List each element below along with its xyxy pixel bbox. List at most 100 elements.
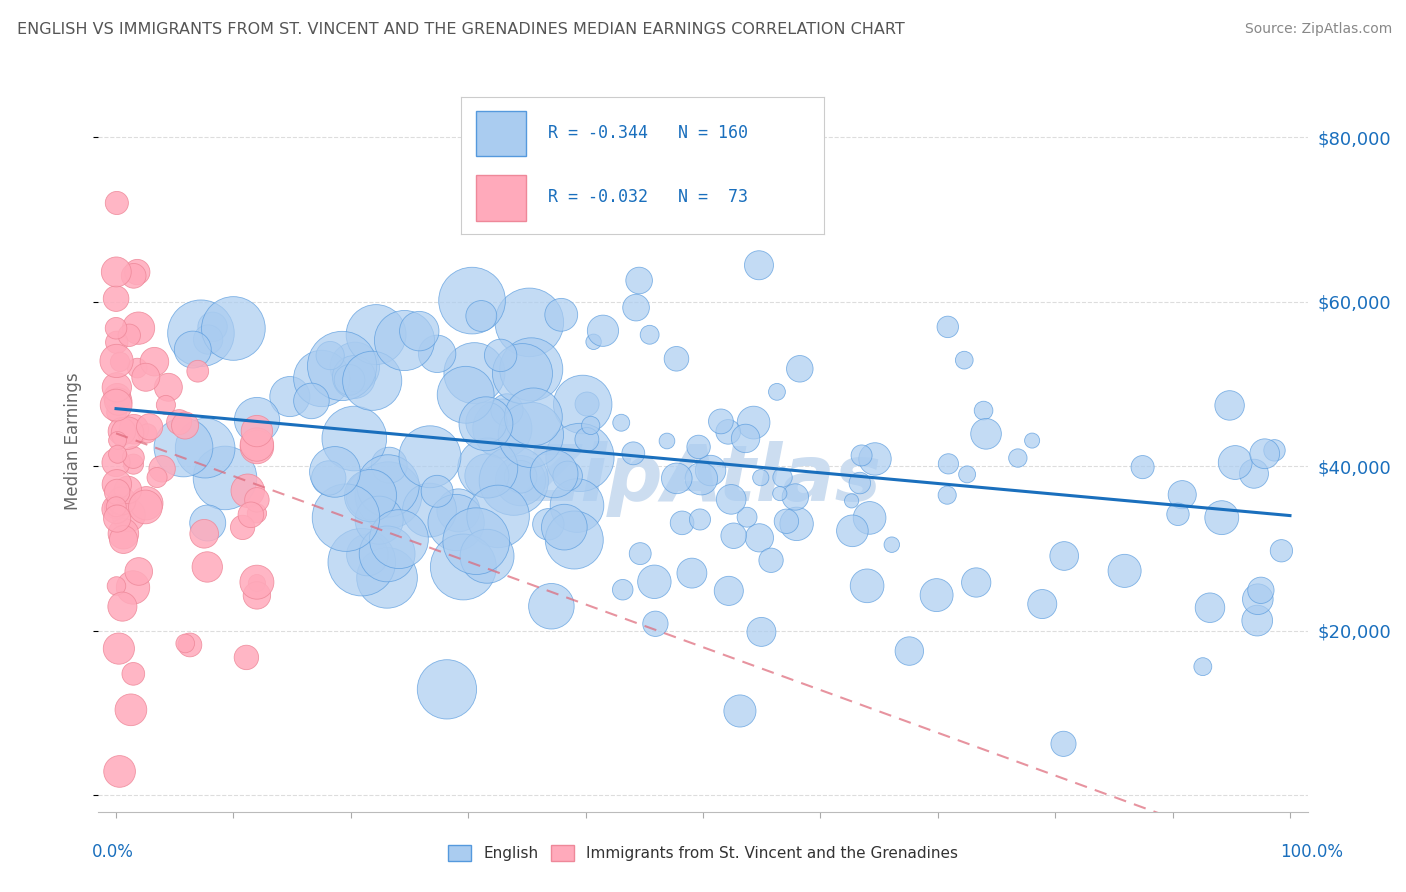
Point (509, 474, 531, 488)
Point (105, 456, 128, 470)
Point (1171, 488, 1194, 502)
Point (335, 510, 357, 524)
Point (624, 301, 647, 315)
Point (419, 450, 441, 464)
Point (965, 575, 987, 590)
Point (105, 500, 128, 514)
Point (1167, 508, 1189, 522)
Point (973, 403, 995, 417)
Point (105, 354, 128, 368)
Point (643, 574, 665, 589)
Point (222, 321, 245, 335)
Point (323, 465, 346, 479)
Legend: English, Immigrants from St. Vincent and the Grenadines: English, Immigrants from St. Vincent and… (441, 838, 965, 867)
Point (858, 511, 880, 525)
Point (235, 650, 257, 665)
Point (232, 520, 254, 534)
Point (375, 571, 398, 585)
Point (925, 588, 948, 602)
Point (330, 359, 353, 373)
Point (105, 265, 128, 279)
Point (786, 516, 808, 531)
Point (128, 321, 150, 335)
Point (135, 370, 157, 384)
Point (118, 328, 141, 343)
Point (453, 560, 475, 574)
Point (699, 463, 721, 477)
Point (454, 388, 477, 402)
Point (569, 450, 592, 465)
Point (146, 470, 169, 484)
Point (562, 533, 585, 547)
Point (105, 502, 128, 516)
Point (111, 599, 134, 614)
Point (720, 492, 742, 507)
Point (197, 516, 219, 530)
Point (1031, 597, 1053, 611)
Point (246, 492, 269, 507)
Point (734, 432, 756, 446)
Point (394, 334, 416, 348)
Point (766, 384, 789, 399)
Point (628, 547, 651, 561)
Point (1219, 399, 1241, 413)
Text: ZipAtlas: ZipAtlas (524, 441, 882, 516)
Point (851, 449, 873, 463)
Point (610, 416, 633, 430)
Point (520, 362, 543, 376)
Point (475, 469, 498, 483)
Point (246, 440, 269, 454)
Point (105, 398, 128, 412)
Point (1263, 443, 1285, 458)
Point (136, 426, 159, 441)
Point (1053, 549, 1076, 563)
Point (246, 588, 269, 602)
Point (644, 616, 666, 631)
Point (898, 644, 921, 658)
Point (408, 324, 430, 338)
Point (849, 476, 872, 491)
Point (537, 517, 560, 532)
Point (368, 513, 391, 527)
Point (688, 440, 710, 454)
Point (1270, 543, 1292, 558)
Point (1199, 600, 1222, 615)
Text: 0.0%: 0.0% (91, 843, 134, 861)
Point (785, 490, 807, 504)
Point (1052, 737, 1074, 751)
Point (361, 374, 384, 388)
Point (936, 319, 959, 334)
Point (112, 533, 135, 547)
Point (710, 414, 733, 428)
Point (246, 413, 269, 427)
Point (936, 488, 959, 502)
Point (447, 503, 470, 517)
Point (512, 367, 534, 381)
Point (108, 764, 131, 779)
Point (496, 403, 519, 417)
Point (201, 319, 224, 334)
Point (360, 488, 382, 502)
Point (444, 516, 467, 530)
Point (579, 418, 602, 433)
Point (749, 470, 772, 484)
Point (575, 433, 598, 447)
Point (550, 308, 572, 322)
Point (880, 538, 903, 552)
Point (356, 548, 378, 562)
Point (418, 503, 440, 517)
Point (122, 268, 145, 283)
Point (108, 641, 131, 656)
Point (1250, 583, 1272, 598)
Text: 100.0%: 100.0% (1279, 843, 1343, 861)
Point (540, 599, 562, 614)
Point (742, 416, 765, 430)
Point (938, 457, 960, 471)
Point (246, 575, 269, 590)
Point (378, 458, 401, 473)
Point (665, 351, 688, 366)
Point (134, 500, 156, 514)
Point (105, 500, 128, 514)
Point (375, 547, 398, 561)
Point (576, 397, 599, 411)
